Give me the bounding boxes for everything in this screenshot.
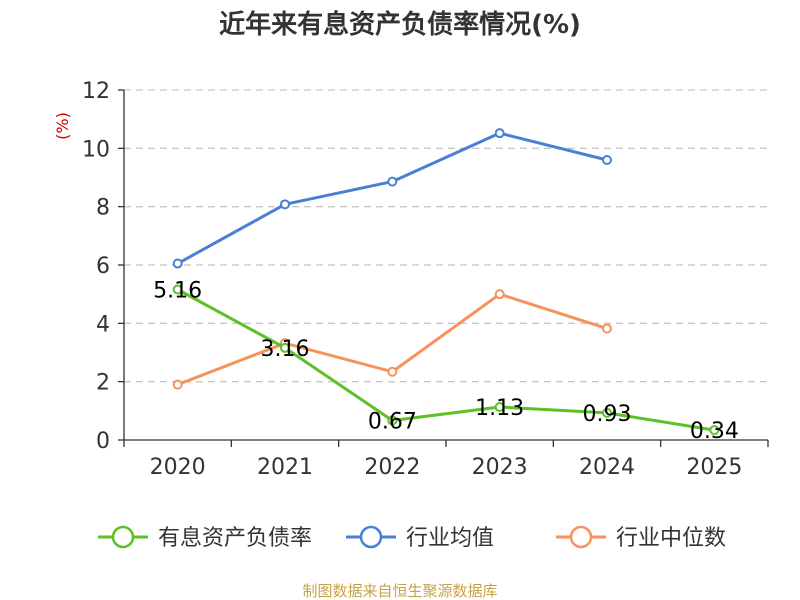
data-label: 1.13 [475,396,524,421]
data-point [172,379,183,390]
x-tick-label: 2020 [150,455,206,480]
legend-item: 行业中位数 [556,525,726,551]
x-tick-label: 2021 [257,455,313,480]
data-point [280,199,290,210]
x-tick-label: 2024 [579,455,635,480]
legend-label: 有息资产负债率 [158,526,312,551]
data-point [387,415,398,426]
data-point [172,284,183,295]
data-label: 5.16 [153,279,202,304]
legend-marker [569,525,593,549]
y-tick-label: 2 [96,371,110,396]
data-label: 0.93 [583,402,632,427]
data-point [602,155,612,165]
data-label: 3.16 [261,337,310,362]
y-tick-label: 0 [96,429,110,454]
y-tick-label: 4 [96,312,110,337]
legend-marker [111,525,135,549]
data-point [387,366,398,377]
source-note: 制图数据来自恒生聚源数据库 [302,582,497,600]
y-axis-unit: (%) [53,112,72,140]
series-line [176,288,715,432]
y-tick-label: 6 [96,254,110,279]
data-point [494,128,505,139]
data-point [494,402,505,413]
y-tick-label: 10 [82,137,110,162]
legend-label: 行业均值 [406,526,494,551]
data-labels: 5.16 3.16 0.67 1.13 0.93 0.34 [153,279,739,445]
legend-label: 行业中位数 [616,526,726,551]
series-layer [172,128,720,436]
y-tick-label: 8 [96,196,110,221]
series-line [176,131,608,265]
legend-item: 有息资产负债率 [98,525,312,551]
data-point [172,258,183,269]
data-label: 0.34 [690,419,739,444]
x-tick-label: 2022 [364,455,420,480]
data-label: 0.67 [368,409,417,434]
data-point [387,176,398,187]
legend: 有息资产负债率 行业均值 行业中位数 [98,525,726,551]
axes: 0 2 4 6 8 10 12 2020 2021 2022 2023 2024 2025 [82,79,769,480]
chart-title: 近年来有息资产负债率情况(%) [219,9,581,40]
x-tick-label: 2025 [686,455,742,480]
data-point [709,425,720,436]
data-point [602,407,612,418]
grid-lines [124,89,768,383]
data-point [280,342,290,353]
data-point [494,289,505,300]
y-tick-label: 12 [82,79,110,104]
data-point [602,323,612,334]
legend-item: 行业均值 [346,525,494,551]
legend-marker [359,525,383,549]
x-tick-label: 2023 [472,455,528,480]
